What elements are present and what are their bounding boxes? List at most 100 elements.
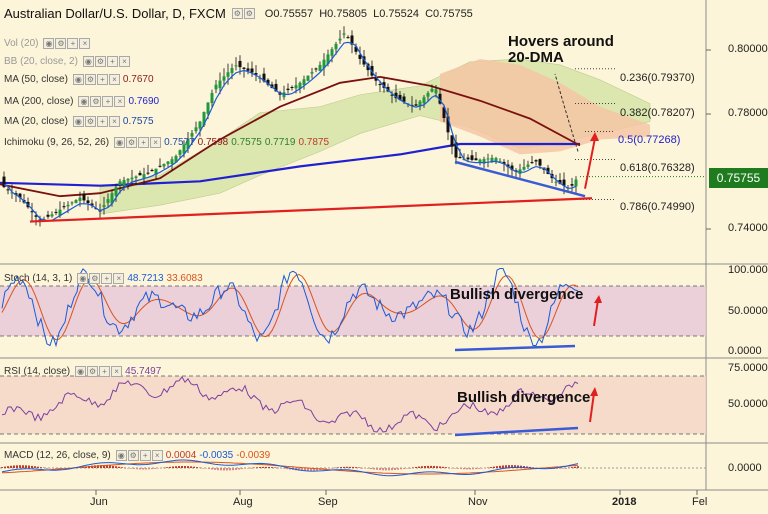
close-icon[interactable]: × (118, 56, 130, 67)
close-icon[interactable]: × (79, 38, 91, 49)
candle-body (354, 46, 358, 52)
macd-histogram-bar (253, 467, 255, 469)
legend-stoch[interactable]: Stoch (14, 3, 1) ◉ ⚙ + × 48.7213 33.6083 (4, 273, 203, 284)
macd-histogram-bar (430, 465, 432, 468)
eye-icon[interactable]: ◉ (72, 116, 84, 127)
close-icon[interactable]: × (108, 116, 120, 127)
settings-icon[interactable]: ⚙ (231, 8, 243, 19)
legend-vol[interactable]: Vol (20) ◉ ⚙ + × (4, 38, 91, 49)
macd-histogram-bar (484, 468, 486, 469)
eye-icon[interactable]: ◉ (75, 366, 87, 377)
macd-histogram-bar (352, 466, 354, 468)
legend-bb[interactable]: BB (20, close, 2) ◉ ⚙ + × (4, 56, 130, 67)
eye-icon[interactable]: ◉ (43, 38, 55, 49)
eye-icon[interactable]: ◉ (114, 137, 126, 148)
candle-body (66, 204, 70, 207)
legend-stoch-controls[interactable]: ◉ ⚙ + × (77, 273, 125, 284)
gear-icon[interactable]: ⚙ (55, 38, 67, 49)
legend-macd-label: MACD (12, 26, close, 9) (4, 450, 111, 461)
macd-histogram-bar (472, 468, 474, 470)
add-icon[interactable]: + (102, 96, 114, 107)
candle-body (510, 165, 514, 171)
gear-icon[interactable]: ⚙ (87, 366, 99, 377)
candle-body (46, 214, 50, 217)
macd-signal-value: -0.0039 (236, 450, 271, 461)
price-tick: 0.74000 (728, 222, 768, 234)
candle-body (114, 187, 118, 196)
legend-macd[interactable]: MACD (12, 26, close, 9) ◉ ⚙ + × 0.0004 -0.0… (4, 450, 270, 461)
eye-icon[interactable]: ◉ (77, 273, 89, 284)
macd-histogram-bar (403, 468, 405, 469)
candle-body (294, 85, 298, 89)
macd-histogram-bar (481, 468, 483, 469)
macd-histogram-bar (463, 468, 465, 470)
candle-body (350, 35, 354, 45)
legend-vol-controls[interactable]: ◉ ⚙ + × (43, 38, 91, 49)
eye-icon[interactable]: ◉ (82, 56, 94, 67)
legend-ma200[interactable]: MA (200, close) ◉ ⚙ + × 0.7690 (4, 96, 159, 107)
eye-icon[interactable]: ◉ (72, 74, 84, 85)
add-icon[interactable]: + (101, 273, 113, 284)
fib-label-0618: 0.618(0.76328) (620, 162, 695, 174)
macd-histogram-bar (211, 468, 213, 470)
gear-icon[interactable]: ⚙ (94, 56, 106, 67)
legend-ma20-controls[interactable]: ◉ ⚙ + × (72, 116, 120, 127)
gear-icon[interactable]: ⚙ (126, 137, 138, 148)
gear-icon[interactable]: ⚙ (90, 96, 102, 107)
add-icon[interactable]: + (96, 116, 108, 127)
legend-rsi[interactable]: RSI (14, close) ◉ ⚙ + × 45.7497 (4, 366, 161, 377)
gear-icon[interactable]: ⚙ (127, 450, 139, 461)
candle-body (250, 68, 254, 73)
macd-histogram-bar (283, 468, 285, 469)
stoch-d-line (1, 273, 579, 341)
legend-macd-controls[interactable]: ◉ ⚙ + × (115, 450, 163, 461)
legend-bb-controls[interactable]: ◉ ⚙ + × (82, 56, 130, 67)
legend-ma50[interactable]: MA (50, close) ◉ ⚙ + × 0.7670 (4, 74, 154, 85)
macd-histogram-bar (196, 467, 198, 468)
add-icon[interactable]: + (106, 56, 118, 67)
macd-histogram-bar (97, 465, 99, 468)
ohlc-readout: O0.75557 H0.75805 L0.75524 C0.75755 (265, 8, 473, 20)
macd-histogram-bar (529, 466, 531, 468)
candle-body (122, 180, 126, 186)
time-tick: Sep (318, 496, 338, 508)
close-icon[interactable]: × (111, 366, 123, 377)
macd-histogram-bar (139, 468, 141, 470)
legend-ma50-controls[interactable]: ◉ ⚙ + × (72, 74, 120, 85)
legend-ma20[interactable]: MA (20, close) ◉ ⚙ + × 0.7575 (4, 116, 154, 127)
add-icon[interactable]: + (99, 366, 111, 377)
legend-ichimoku-controls[interactable]: ◉ ⚙ + × (114, 137, 162, 148)
legend-rsi-controls[interactable]: ◉ ⚙ + × (75, 366, 123, 377)
gear-icon[interactable]: ⚙ (84, 116, 96, 127)
close-icon[interactable]: × (151, 450, 163, 461)
add-icon[interactable]: + (138, 137, 150, 148)
eye-icon[interactable]: ◉ (115, 450, 127, 461)
candle-body (474, 158, 478, 161)
candle-body (494, 158, 498, 162)
add-icon[interactable]: + (67, 38, 79, 49)
close-icon[interactable]: × (108, 74, 120, 85)
eye-icon[interactable]: ◉ (78, 96, 90, 107)
macd-histogram-bar (265, 466, 267, 468)
candle-body (230, 68, 234, 73)
title-controls[interactable]: ⚙ ⚙ (231, 8, 255, 19)
macd-histogram-bar (418, 466, 420, 468)
legend-ichimoku[interactable]: Ichimoku (9, 26, 52, 26) ◉ ⚙ + × 0.7577 0.7… (4, 137, 329, 148)
legend-bb-label: BB (20, close, 2) (4, 56, 78, 67)
candle-body (106, 199, 110, 203)
gear-icon[interactable]: ⚙ (89, 273, 101, 284)
candle-body (166, 161, 170, 165)
close-icon[interactable]: × (114, 96, 126, 107)
close-icon[interactable]: × (150, 137, 162, 148)
close-icon[interactable]: × (113, 273, 125, 284)
format-icon[interactable]: ⚙ (243, 8, 255, 19)
ma200-line (0, 142, 580, 187)
add-icon[interactable]: + (139, 450, 151, 461)
macd-histogram-bar (214, 468, 216, 470)
legend-ma200-controls[interactable]: ◉ ⚙ + × (78, 96, 126, 107)
candle-body (546, 167, 550, 174)
ichimoku-v5: 0.7875 (298, 137, 330, 148)
add-icon[interactable]: + (96, 74, 108, 85)
gear-icon[interactable]: ⚙ (84, 74, 96, 85)
